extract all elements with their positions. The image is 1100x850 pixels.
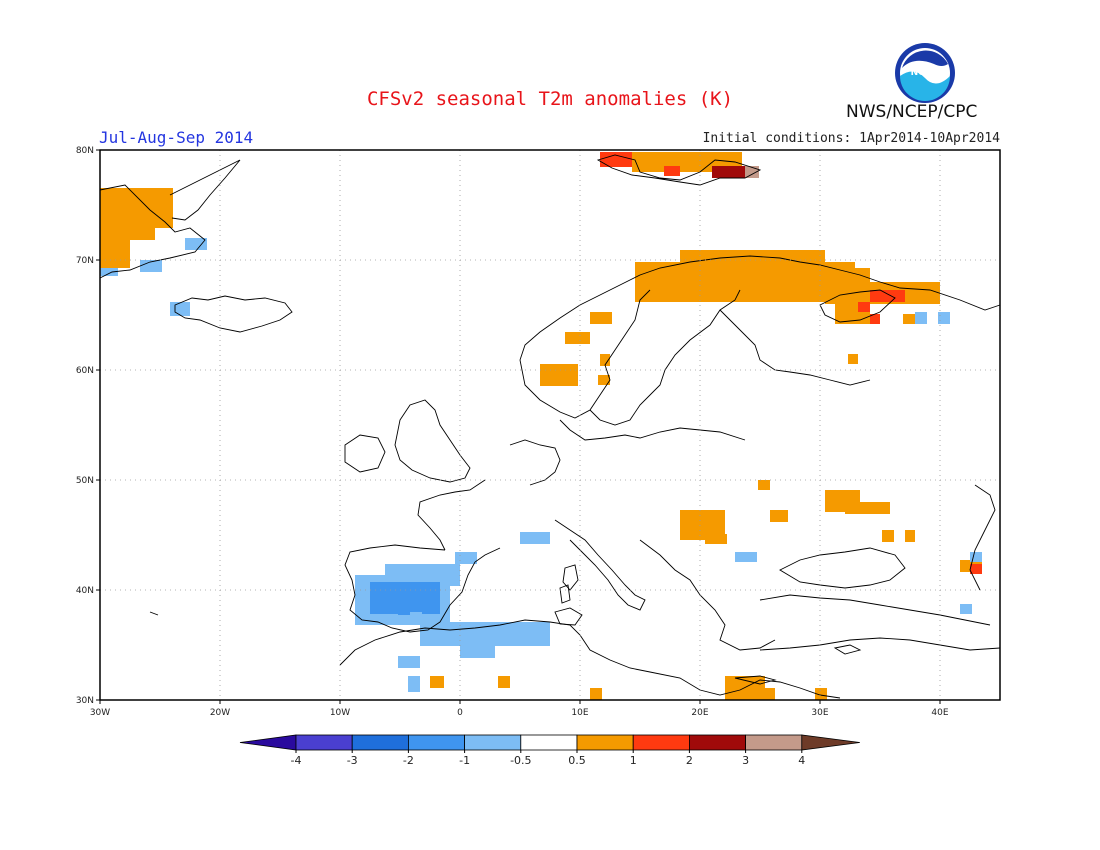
axis-ticks [96,149,941,704]
lat-label: 60N [76,366,94,376]
anomaly-cell [100,188,173,228]
legend-swatch [745,734,803,751]
anomaly-cell [815,688,827,700]
logo-text: NOAA [911,68,940,78]
legend-label: 0.5 [568,754,586,767]
anomaly-cell [408,676,420,692]
legend-swatch [632,734,690,751]
anomaly-cell [398,656,420,668]
axis-labels: 80N 70N 60N 50N 40N 30N 30W 20W 10W 0 10E 20E 30E 40E [76,146,949,718]
legend-swatch [520,734,578,751]
lon-label: 0 [457,708,463,718]
anomaly-cell [858,302,870,312]
lat-label: 70N [76,256,94,266]
anomaly-cell [130,228,155,240]
anomaly-cell [903,314,915,324]
anomaly-cell [420,622,550,646]
legend-label: 3 [742,754,749,767]
anomaly-cell [540,364,578,386]
legend-arrow-high [801,734,860,751]
anomaly-cell [765,688,775,700]
anomaly-cell [455,552,477,564]
lon-label: 30E [811,708,828,718]
anomaly-cell [600,354,610,366]
anomaly-cell [598,375,610,385]
lon-label: 40E [931,708,948,718]
anomaly-cell [970,564,982,574]
anomaly-cell [882,530,894,542]
anomaly-cell [705,534,727,544]
anomaly-cell [460,646,495,658]
legend-label: -2 [403,754,414,767]
anomaly-cell [855,268,870,282]
lon-label: 30W [90,708,110,718]
anomaly-cell [905,530,915,542]
anomaly-cell [770,510,788,522]
legend-swatch [407,734,465,751]
anomaly-cell [498,676,510,688]
legend-swatch [689,734,747,751]
legend-arrow-low [239,734,297,751]
anomaly-cell [635,262,855,302]
map-title: CFSv2 seasonal T2m anomalies (K) [366,88,734,110]
legend-label: -1 [459,754,470,767]
anomaly-cell [938,312,950,324]
map-frame [99,149,1001,701]
lat-label: 50N [76,476,94,486]
anomaly-cell [430,676,444,688]
lon-label: 20E [691,708,708,718]
lat-label: 80N [76,146,94,156]
coastlines [99,154,1001,699]
anomaly-cell [100,228,130,268]
lat-label: 40N [76,586,94,596]
legend-swatch [351,734,409,751]
anomaly-cell [410,612,422,624]
legend-label: -4 [291,754,302,767]
anomaly-cell [590,312,612,324]
anomaly-cell [735,552,757,562]
anomaly-cell [600,152,635,167]
legend-swatch [464,734,522,751]
agency-label: NWS/NCEP/CPC [846,102,978,122]
forecast-period: Jul-Aug-Sep 2014 [99,128,254,147]
anomaly-cell [848,354,858,364]
anomaly-cell [870,314,880,324]
anomaly-cell [664,166,680,176]
anomaly-cell [960,604,972,614]
legend-swatch [295,734,353,751]
lat-label: 30N [76,696,94,706]
legend-label: -0.5 [510,754,531,767]
anomaly-cell [680,250,825,264]
anomaly-cell [398,600,418,615]
legend-label: -3 [347,754,358,767]
anomaly-cell [140,260,162,272]
anomaly-cell [185,238,207,250]
anomaly-cell [970,552,982,562]
legend-label: 2 [686,754,693,767]
graticule [100,150,1000,700]
anomaly-cell [845,502,890,514]
anomaly-cell [520,532,550,544]
anomaly-cell [915,312,927,324]
lon-label: 10W [330,708,350,718]
initial-conditions: Initial conditions: 1Apr2014-10Apr2014 [702,131,1000,146]
lon-label: 10E [571,708,588,718]
anomaly-cell [758,480,770,490]
anomaly-cell [590,688,602,700]
noaa-logo: NOAA [895,43,955,103]
anomaly-cell [565,332,590,344]
lon-label: 20W [210,708,230,718]
anomaly-cells [100,152,982,700]
legend-label: 4 [798,754,805,767]
anomaly-cell [870,290,905,302]
anomaly-cell [100,268,118,276]
legend-swatch [576,734,634,751]
legend-label: 1 [630,754,637,767]
